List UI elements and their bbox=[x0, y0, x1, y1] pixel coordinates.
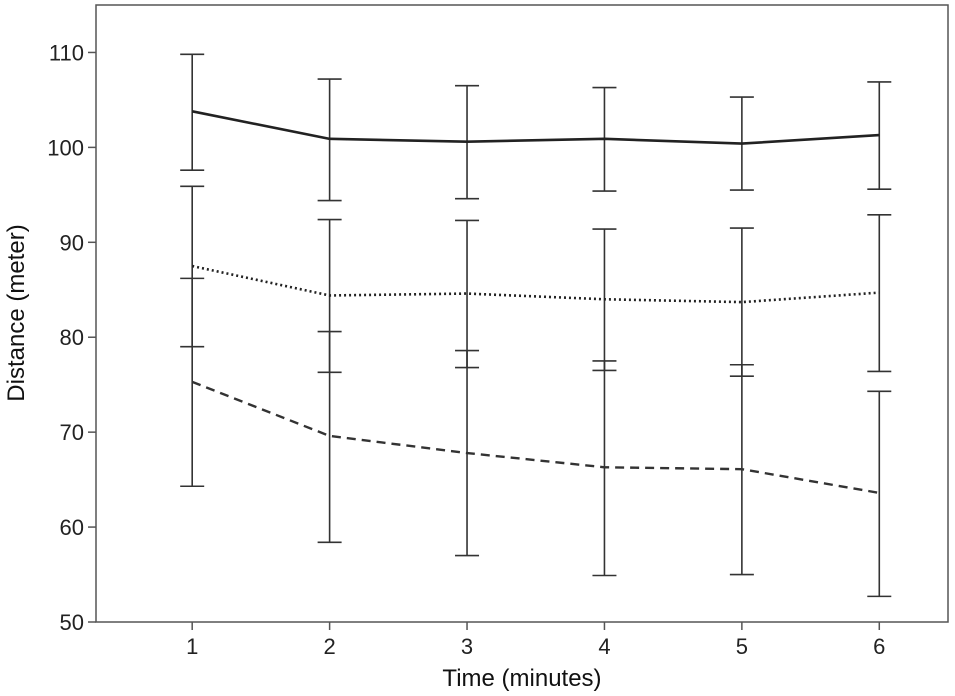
series-layer bbox=[180, 53, 892, 598]
y-axis: 50 60 70 80 90 100 110 bbox=[47, 40, 96, 635]
plot-frame bbox=[95, 4, 949, 623]
y-tick-label: 50 bbox=[60, 610, 84, 635]
y-tick-label: 80 bbox=[60, 325, 84, 350]
x-tick-label: 4 bbox=[598, 634, 610, 659]
series-dashed bbox=[180, 277, 892, 598]
x-axis-title: Time (minutes) bbox=[442, 665, 601, 692]
x-tick-label: 3 bbox=[461, 634, 473, 659]
y-tick-label: 110 bbox=[49, 40, 84, 65]
x-tick-label: 5 bbox=[736, 634, 748, 659]
y-tick-label: 90 bbox=[60, 230, 84, 255]
series-line-dotted bbox=[191, 264, 880, 304]
x-tick-label: 2 bbox=[323, 634, 335, 659]
x-axis: 1 2 3 4 5 6 bbox=[186, 622, 885, 659]
series-solid bbox=[180, 53, 892, 202]
y-tick-label: 60 bbox=[60, 515, 84, 540]
series-line-solid bbox=[191, 110, 880, 145]
y-axis-title: Distance (meter) bbox=[3, 224, 30, 401]
x-tick-label: 6 bbox=[873, 634, 885, 659]
y-tick-label: 70 bbox=[60, 420, 84, 445]
x-tick-label: 1 bbox=[186, 634, 198, 659]
series-line-dashed bbox=[191, 380, 880, 495]
y-tick-label: 100 bbox=[47, 135, 84, 160]
series-dotted bbox=[180, 185, 892, 377]
